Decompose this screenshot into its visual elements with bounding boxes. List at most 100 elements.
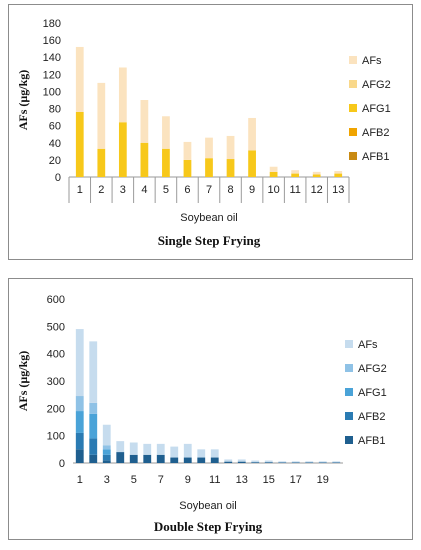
bar-segment-afg1 bbox=[75, 111, 84, 177]
single-step-frying-chart: 0 20 40 60 80 100 120 140 160 180 1 2 3 4 5 6 7 8 9 10 11 12 1… bbox=[8, 4, 413, 260]
bar-segment-afb1 bbox=[156, 454, 165, 463]
bar-segment-afb1 bbox=[143, 454, 152, 463]
bar-segment-afs bbox=[183, 141, 192, 160]
bar-segment-afb1 bbox=[291, 462, 300, 463]
bar-segment-afs bbox=[210, 449, 219, 458]
legend-swatch-afg2 bbox=[345, 364, 353, 372]
bar-segment-afb1 bbox=[75, 449, 84, 463]
y-tick-label: 600 bbox=[47, 294, 65, 306]
bar-segment-afs bbox=[162, 116, 170, 149]
bar-segment-afb1 bbox=[89, 454, 98, 463]
bar-segment-afg1 bbox=[102, 449, 111, 455]
legend-swatch-afg1 bbox=[345, 388, 353, 396]
x-tick-label: 7 bbox=[206, 184, 212, 196]
bar-segment-afs bbox=[305, 461, 314, 463]
x-tick-label: 2 bbox=[98, 184, 104, 196]
bar-segment-afs bbox=[278, 461, 287, 463]
bar-segment-afs bbox=[156, 443, 165, 455]
y-tick-label: 60 bbox=[49, 121, 61, 133]
bar-segment-afg1 bbox=[312, 174, 321, 177]
bar-segment-afg1 bbox=[89, 413, 98, 439]
x-tick-label: 1 bbox=[77, 474, 83, 486]
bar-segment-afb1 bbox=[210, 457, 219, 463]
y-tick-label: 40 bbox=[49, 138, 61, 150]
bar-segment-afb1 bbox=[183, 457, 192, 463]
bar-segment-afs bbox=[318, 461, 327, 463]
x-tick-label: 17 bbox=[290, 474, 302, 486]
bar-segment-afs bbox=[291, 170, 300, 174]
legend-label-afg1: AFG1 bbox=[362, 103, 391, 115]
y-tick-label: 200 bbox=[47, 403, 65, 415]
legend-label-afg2: AFG2 bbox=[358, 363, 387, 375]
bar-segment-afs bbox=[332, 461, 341, 463]
bar-segment-afg2 bbox=[75, 396, 84, 412]
bar-segment-afs bbox=[129, 442, 138, 455]
bar-segment-afb1 bbox=[197, 457, 206, 463]
bar-segment-afs bbox=[143, 443, 152, 455]
y-tick-label: 300 bbox=[47, 376, 65, 388]
legend-swatch-afs bbox=[345, 340, 353, 348]
y-tick-label: 0 bbox=[55, 172, 61, 184]
x-tick-label: 3 bbox=[104, 474, 110, 486]
bar-segment-afg1 bbox=[269, 171, 278, 177]
y-tick-label: 400 bbox=[47, 349, 65, 361]
bar-segment-afg2 bbox=[102, 445, 111, 450]
bar-segment-afb2 bbox=[102, 454, 111, 461]
legend-label-afb1: AFB1 bbox=[362, 151, 390, 163]
bar-segment-afs bbox=[269, 166, 278, 172]
bar-segment-afg1 bbox=[205, 158, 213, 177]
bar-segment-afs bbox=[248, 117, 256, 151]
bar-segment-afs bbox=[140, 100, 149, 143]
bar-segment-afb1 bbox=[224, 461, 233, 463]
bar-segment-afg1 bbox=[226, 159, 235, 177]
x-axis-title: Soybean oil bbox=[180, 212, 238, 224]
y-tick-label: 100 bbox=[47, 431, 65, 443]
x-tick-label: 15 bbox=[263, 474, 275, 486]
x-tick-label: 13 bbox=[332, 184, 344, 196]
y-axis-title: AFs (µg/kg) bbox=[16, 351, 30, 412]
bar-segment-afs bbox=[75, 46, 84, 112]
y-tick-label: 20 bbox=[49, 155, 61, 167]
x-tick-label: 9 bbox=[249, 184, 255, 196]
legend-swatch-afb1 bbox=[345, 436, 353, 444]
bar-segment-afb1 bbox=[237, 461, 246, 463]
y-tick-label: 0 bbox=[59, 458, 65, 470]
legend-label-afs: AFs bbox=[358, 339, 378, 351]
bar-segment-afs bbox=[224, 459, 233, 462]
bar-segment-afs bbox=[226, 135, 235, 160]
bar-segment-afs bbox=[264, 460, 273, 463]
bar-segment-afs bbox=[251, 460, 260, 463]
legend-swatch-afb1 bbox=[349, 152, 357, 160]
bar-segment-afs bbox=[170, 446, 179, 458]
bar-segment-afg1 bbox=[140, 142, 149, 177]
x-tick-label: 7 bbox=[158, 474, 164, 486]
bar-segment-afs bbox=[205, 137, 213, 159]
y-tick-label: 140 bbox=[43, 52, 61, 64]
bar-segment-afs bbox=[334, 171, 343, 174]
y-tick-label: 500 bbox=[47, 321, 65, 333]
bar-segment-afb1 bbox=[332, 462, 341, 463]
bar-segment-afs bbox=[97, 82, 106, 149]
bar-segment-afb1 bbox=[278, 462, 287, 463]
legend-swatch-afg1 bbox=[349, 104, 357, 112]
bar-segment-afs bbox=[237, 459, 246, 462]
legend-swatch-afb2 bbox=[349, 128, 357, 136]
legend-label-afb2: AFB2 bbox=[358, 411, 386, 423]
bar-segment-afb2 bbox=[75, 432, 84, 450]
bar-segment-afb1 bbox=[116, 452, 125, 463]
bar-segment-afs bbox=[118, 67, 127, 123]
legend-swatch-afg2 bbox=[349, 80, 357, 88]
y-tick-label: 80 bbox=[49, 104, 61, 116]
bar-segment-afg1 bbox=[291, 173, 300, 177]
y-axis-title: AFs (µg/kg) bbox=[16, 70, 30, 131]
bar-segment-afs bbox=[75, 329, 84, 397]
y-tick-label: 100 bbox=[43, 86, 61, 98]
legend-label-afb1: AFB1 bbox=[358, 435, 386, 447]
bar-segment-afg1 bbox=[75, 411, 84, 433]
x-axis-title: Soybean oil bbox=[179, 500, 237, 512]
bar-segment-afs bbox=[312, 171, 321, 175]
x-tick-label: 1 bbox=[77, 184, 83, 196]
double-step-frying-chart: 0 100 200 300 400 500 600 1 3 5 7 9 11 13 15 17 19 Soybea… bbox=[8, 278, 413, 540]
